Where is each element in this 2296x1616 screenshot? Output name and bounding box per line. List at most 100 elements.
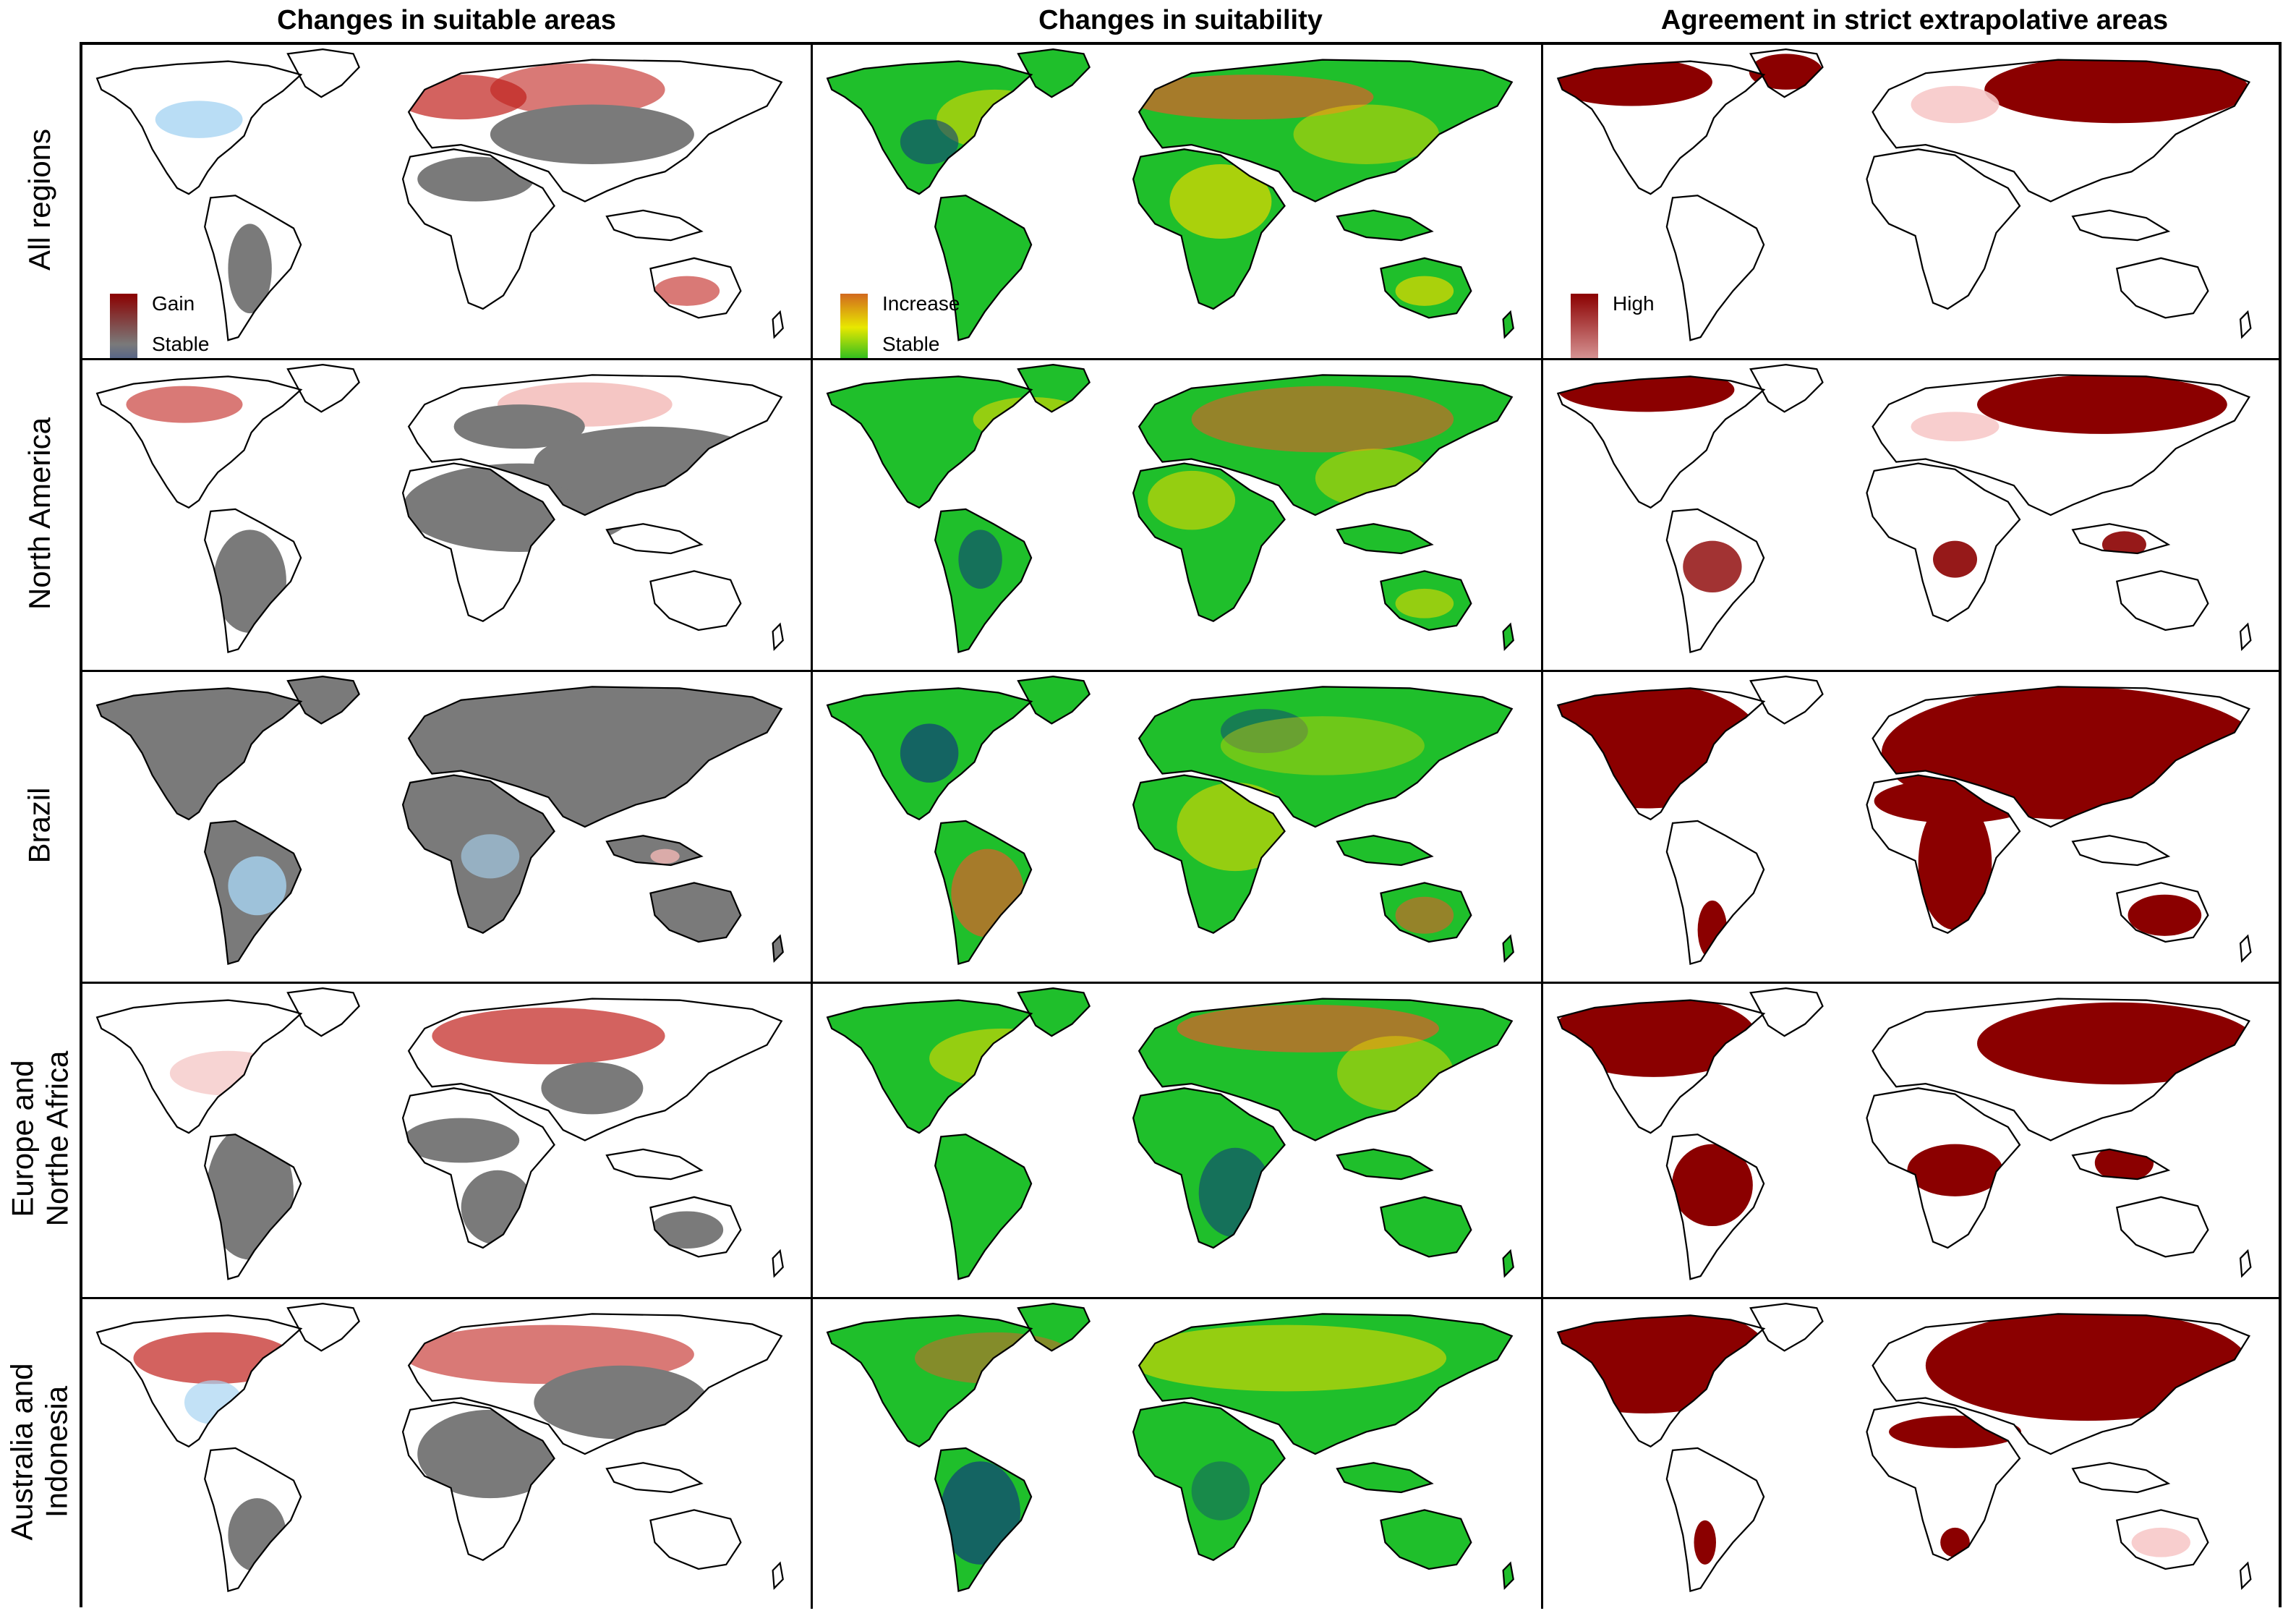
coastline bbox=[1380, 1196, 1472, 1258]
coastline bbox=[286, 48, 360, 98]
coastline bbox=[2071, 1462, 2171, 1494]
map-region-shade bbox=[1874, 778, 2036, 823]
coastline bbox=[1132, 1401, 1286, 1561]
coastline bbox=[286, 987, 360, 1037]
coastline bbox=[95, 1314, 303, 1448]
map-region-shade bbox=[1925, 1310, 2250, 1421]
landmass-southAmerica bbox=[935, 195, 1032, 341]
map-region-shade bbox=[1977, 375, 2227, 434]
row-label-all-regions: All regions bbox=[0, 42, 80, 357]
coastline bbox=[1380, 570, 1472, 631]
landmass-southAmerica bbox=[1666, 195, 1764, 341]
coastline bbox=[2071, 835, 2171, 867]
map-region-shade bbox=[1293, 104, 1440, 164]
landmass-australia bbox=[650, 883, 741, 942]
coastline bbox=[1502, 622, 1514, 651]
map-region-shade bbox=[541, 1062, 644, 1115]
row-label-north-america: North America bbox=[0, 357, 80, 669]
coastline bbox=[1380, 257, 1472, 319]
landmass-australia bbox=[2117, 258, 2208, 318]
map-region-shade bbox=[1940, 1527, 1970, 1557]
coastline bbox=[1556, 687, 1766, 821]
coastline bbox=[826, 375, 1033, 509]
coastline bbox=[1132, 774, 1286, 934]
map-region-shade bbox=[534, 1365, 709, 1439]
coastline bbox=[1749, 363, 1824, 413]
coastline bbox=[1336, 835, 1434, 867]
coastline bbox=[1749, 675, 1824, 725]
map-panel-r4-c1 bbox=[82, 984, 813, 1299]
legend-label: Stable bbox=[152, 333, 210, 355]
coastline bbox=[2239, 310, 2252, 339]
coastline bbox=[1665, 820, 1765, 965]
map-panel-r2-c1 bbox=[82, 360, 813, 672]
coastline bbox=[1502, 310, 1514, 339]
coastline bbox=[934, 508, 1033, 653]
landmass-southAmerica bbox=[1666, 1447, 1764, 1591]
row-label-text: Australia and Indonesia bbox=[5, 1363, 74, 1541]
coastline bbox=[1138, 998, 1514, 1141]
coastline bbox=[204, 820, 302, 965]
coastline bbox=[204, 1447, 302, 1592]
map-region-shade bbox=[126, 386, 243, 423]
landmass-australia bbox=[2117, 571, 2208, 630]
coastline bbox=[1872, 1313, 2250, 1455]
map-region-shade bbox=[490, 63, 665, 116]
coastline bbox=[1866, 1087, 2021, 1249]
landmass-australia bbox=[1380, 1196, 1472, 1257]
coastline bbox=[286, 363, 360, 413]
map-region-shade bbox=[417, 1409, 563, 1499]
map-region-shade bbox=[1694, 1520, 1716, 1565]
coastline bbox=[286, 1302, 360, 1352]
coastline bbox=[649, 882, 742, 943]
coastline bbox=[407, 686, 783, 828]
world-map bbox=[95, 675, 784, 965]
map-panel-r1-c2: IncreaseStableDecrease bbox=[813, 45, 1543, 360]
coastline bbox=[2071, 1148, 2171, 1181]
landmass-australia bbox=[1380, 1510, 1472, 1569]
coastline bbox=[1749, 48, 1824, 98]
coastline bbox=[1017, 48, 1091, 98]
coastline bbox=[1556, 60, 1766, 195]
map-region-shade bbox=[453, 404, 585, 449]
column-title-agreement: Agreement in strict extrapolative areas bbox=[1660, 5, 2169, 35]
map-region-shade bbox=[1911, 85, 2000, 124]
coastline bbox=[1017, 675, 1091, 725]
coastline bbox=[1872, 374, 2250, 516]
world-map bbox=[826, 1302, 1514, 1592]
map-region-shade bbox=[1683, 540, 1742, 592]
map-region-shade bbox=[1933, 540, 1978, 578]
map-region-shade bbox=[1918, 797, 1992, 930]
coastline bbox=[2115, 570, 2209, 631]
world-map bbox=[1556, 675, 2252, 965]
map-region-shade bbox=[1220, 716, 1425, 775]
coastline bbox=[605, 209, 704, 242]
map-region-shade bbox=[650, 1211, 724, 1249]
coastline bbox=[2239, 934, 2252, 963]
coastline bbox=[649, 257, 742, 319]
map-panel-r3-c1 bbox=[82, 672, 813, 984]
map-region-shade bbox=[417, 156, 534, 202]
map-region-shade bbox=[1198, 1147, 1272, 1238]
coastline bbox=[1749, 987, 1824, 1037]
map-region-shade bbox=[1126, 1324, 1447, 1392]
world-map bbox=[1556, 987, 2252, 1280]
map-panel-r1-c1: GainStableLoss bbox=[82, 45, 813, 360]
coastline bbox=[1556, 1314, 1766, 1448]
coastline bbox=[1138, 686, 1514, 828]
coastline bbox=[605, 835, 704, 867]
coastline bbox=[2239, 1249, 2252, 1278]
legend-label: Increase bbox=[882, 292, 960, 315]
coastline bbox=[2115, 1509, 2209, 1570]
map-region-shade bbox=[432, 1007, 665, 1065]
map-region-shade bbox=[1671, 1144, 1753, 1227]
map-panel-r3-c2 bbox=[813, 672, 1543, 984]
coastline bbox=[204, 195, 302, 341]
map-region-shade bbox=[2128, 894, 2202, 936]
world-map bbox=[826, 48, 1514, 341]
row-label-text: North America bbox=[22, 417, 56, 610]
world-map bbox=[826, 363, 1514, 653]
coastline bbox=[1138, 1313, 1514, 1455]
landmass-northAmerica bbox=[97, 688, 302, 820]
